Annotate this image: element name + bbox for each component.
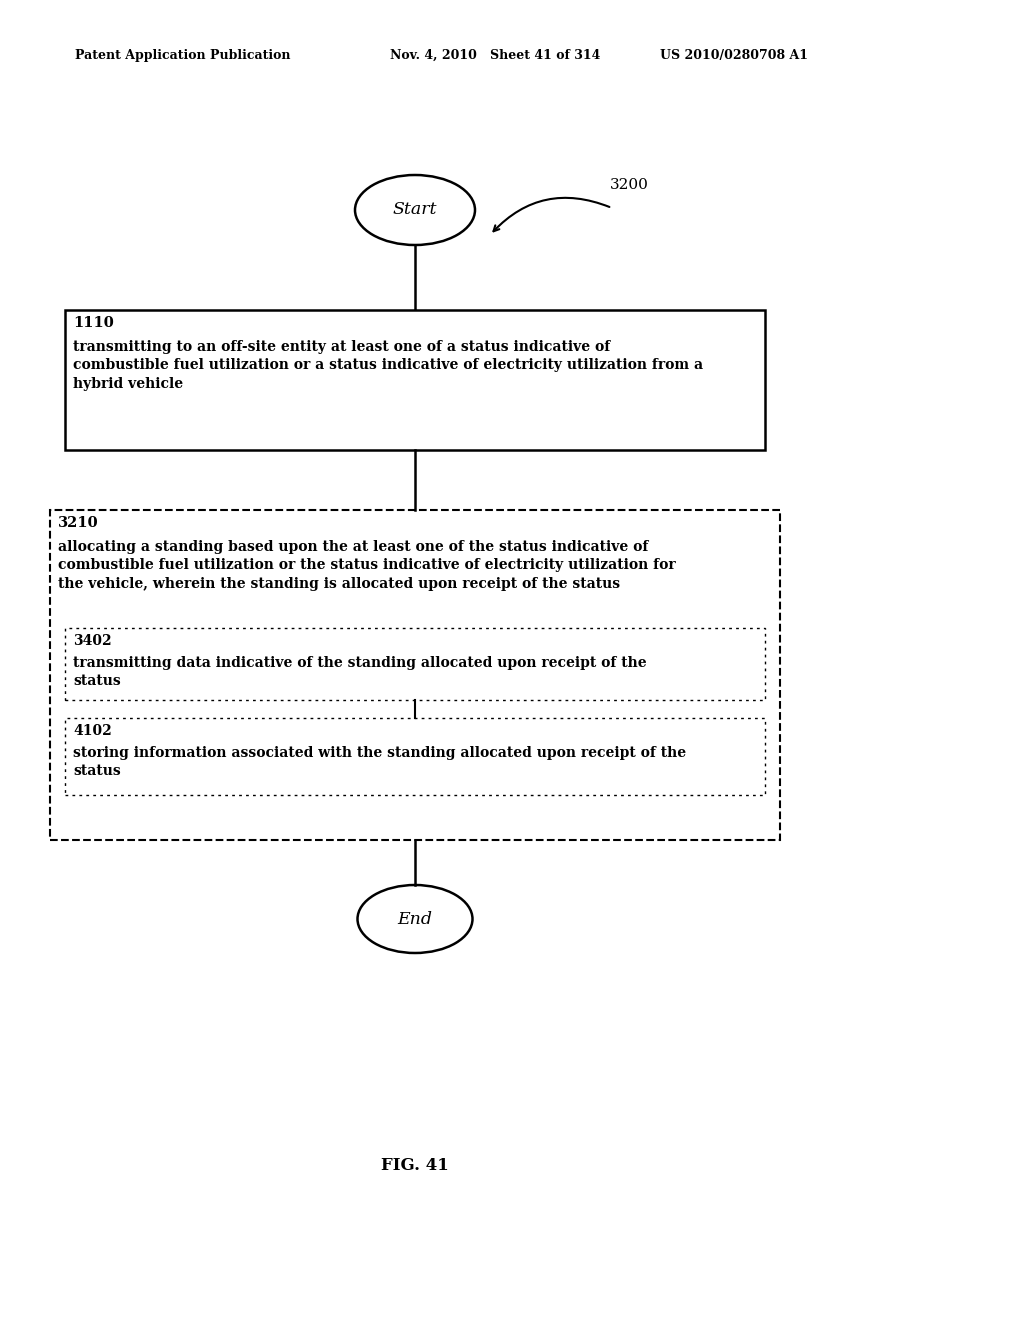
Bar (50, 510, 780, 840)
Text: Patent Application Publication: Patent Application Publication (75, 49, 291, 62)
Text: transmitting to an off-site entity at least one of a status indicative of
combus: transmitting to an off-site entity at le… (73, 341, 703, 391)
Text: 3210: 3210 (58, 516, 98, 531)
Text: Nov. 4, 2010   Sheet 41 of 314: Nov. 4, 2010 Sheet 41 of 314 (390, 49, 600, 62)
Bar (65, 310, 765, 450)
Text: 4102: 4102 (73, 723, 112, 738)
Bar (65, 718, 765, 795)
Text: 3200: 3200 (610, 178, 649, 191)
Text: 1110: 1110 (73, 315, 114, 330)
Text: allocating a standing based upon the at least one of the status indicative of
co: allocating a standing based upon the at … (58, 540, 676, 591)
Text: FIG. 41: FIG. 41 (381, 1156, 449, 1173)
Text: storing information associated with the standing allocated upon receipt of the
s: storing information associated with the … (73, 746, 686, 779)
Text: transmitting data indicative of the standing allocated upon receipt of the
statu: transmitting data indicative of the stan… (73, 656, 646, 689)
Text: US 2010/0280708 A1: US 2010/0280708 A1 (660, 49, 808, 62)
Text: 3402: 3402 (73, 634, 112, 648)
Text: End: End (397, 911, 432, 928)
Bar (65, 628, 765, 700)
Text: Start: Start (393, 202, 437, 219)
